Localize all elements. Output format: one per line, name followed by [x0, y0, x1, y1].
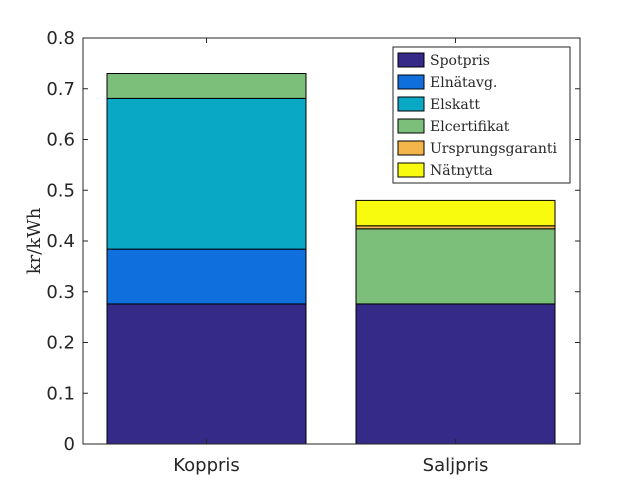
legend-box	[392, 46, 571, 184]
bar-segment-saljpris-5	[355, 199, 556, 227]
y-tick-label: 0.6	[46, 130, 75, 151]
y-tick-label: 0.1	[46, 383, 75, 404]
legend-swatch-0	[397, 52, 425, 68]
legend-label-0: Spotpris	[430, 53, 490, 69]
legend-label-2: Elskatt	[430, 97, 480, 113]
legend-swatch-3	[397, 118, 425, 134]
x-tick-label: Saljpris	[423, 455, 489, 476]
legend-label-1: Elnätavg.	[430, 75, 497, 91]
y-tick-label: 0	[64, 434, 75, 455]
legend-swatch-4	[397, 140, 425, 156]
legend-label-5: Nätnytta	[430, 163, 493, 179]
bar-segment-koppris-2	[106, 97, 307, 250]
legend-swatch-2	[397, 96, 425, 112]
legend-label-4: Ursprungsgaranti	[430, 141, 558, 157]
bar-segment-saljpris-0	[355, 303, 556, 445]
y-tick-label: 0.5	[46, 180, 75, 201]
bar-segment-koppris-1	[106, 248, 307, 305]
y-tick-label: 0.7	[46, 79, 75, 100]
x-tick-label: Koppris	[173, 455, 240, 476]
legend-swatch-1	[397, 74, 425, 90]
y-tick-label: 0.3	[46, 282, 75, 303]
legend-label-3: Elcertifikat	[430, 119, 510, 135]
y-tick-label: 0.4	[46, 231, 75, 252]
y-tick-label: 0.2	[46, 333, 75, 354]
bar-segment-koppris-0	[106, 303, 307, 445]
bar-segment-saljpris-3	[355, 228, 556, 305]
bar-segment-koppris-3	[106, 73, 307, 99]
legend-swatch-5	[397, 162, 425, 178]
y-axis-title: kr/kWh	[24, 207, 45, 274]
y-tick-label: 0.8	[46, 28, 75, 49]
